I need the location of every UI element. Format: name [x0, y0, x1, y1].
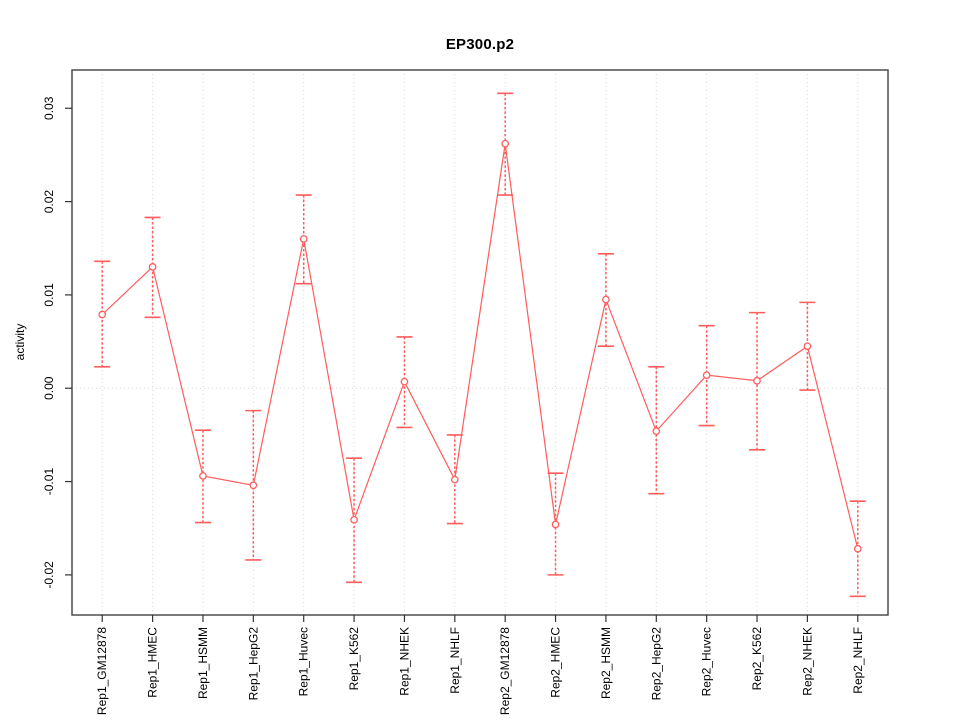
data-point-marker: [450, 475, 459, 484]
x-tick-label: Rep1_Huvec: [297, 627, 311, 696]
data-point-marker: [249, 481, 258, 490]
x-tick-label: Rep2_NHLF: [851, 627, 865, 694]
x-tick-label: Rep2_HSMM: [599, 627, 613, 699]
data-point-marker: [148, 263, 157, 271]
x-tick-label: Rep1_K562: [347, 627, 361, 691]
data-point-marker: [501, 139, 510, 148]
data-point-marker: [803, 342, 812, 351]
x-tick-label: Rep1_NHLF: [448, 627, 462, 694]
y-tick-label: 0.03: [42, 96, 56, 120]
data-point-marker: [753, 376, 761, 385]
x-tick-label: Rep2_NHEK: [800, 627, 814, 696]
x-tick-label: Rep1_HMEC: [146, 627, 160, 698]
data-point-marker: [199, 472, 207, 480]
data-point-marker: [853, 544, 862, 553]
y-tick-label: 0.00: [42, 376, 56, 400]
y-tick-label: 0.01: [42, 283, 56, 307]
x-tick-label: Rep1_HepG2: [246, 627, 260, 701]
chart-title: EP300.p2: [445, 36, 515, 53]
x-tick-label: Rep1_NHEK: [397, 627, 411, 696]
data-point-marker: [299, 235, 308, 243]
x-tick-label: Rep2_GM12878: [498, 627, 512, 715]
x-tick-label: Rep1_GM12878: [95, 627, 109, 715]
data-point-marker: [702, 371, 711, 380]
data-point-marker: [602, 295, 610, 304]
x-tick-label: Rep2_Huvec: [700, 627, 714, 696]
y-tick-label: -0.01: [42, 468, 56, 496]
plot-frame: [71, 69, 889, 616]
data-point-marker: [551, 520, 560, 529]
data-point-marker: [98, 310, 107, 319]
series-line: [101, 143, 859, 549]
x-tick-label: Rep2_K562: [750, 627, 764, 691]
data-point-marker: [400, 377, 409, 386]
data-point-marker: [652, 427, 661, 436]
y-tick-label: 0.02: [42, 190, 56, 214]
y-tick-label: -0.02: [42, 561, 56, 589]
data-point-marker: [350, 515, 358, 524]
x-tick-label: Rep2_HepG2: [649, 627, 663, 701]
x-tick-label: Rep2_HMEC: [549, 627, 563, 698]
x-tick-label: Rep1_HSMM: [196, 627, 210, 699]
